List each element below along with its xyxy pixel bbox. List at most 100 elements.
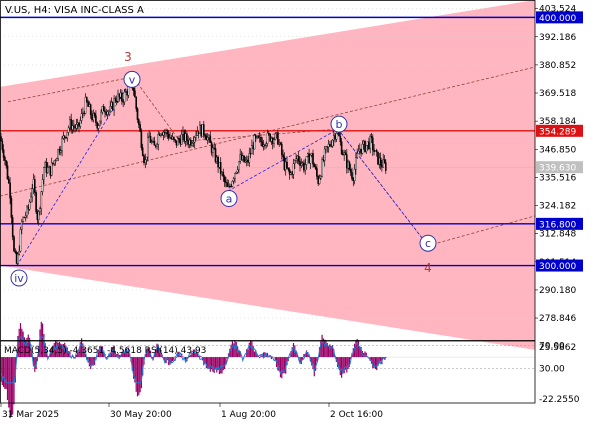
candle-body: [251, 145, 253, 154]
candle-body: [14, 250, 17, 253]
indicator-panel: [0, 321, 535, 419]
trend-line: [227, 128, 339, 192]
candle-body: [21, 221, 23, 230]
candle-body: [157, 134, 160, 145]
candle-body: [292, 163, 295, 175]
candle-body: [373, 149, 375, 152]
wave-circle: [123, 70, 141, 88]
trend-line: [427, 215, 536, 247]
candle-body: [201, 124, 204, 137]
candle-body: [325, 146, 327, 150]
candle-body: [275, 132, 278, 134]
candle-body: [253, 135, 256, 150]
time-axis: 31 Mar 2025 30 May 20:00 1 Aug 20:00 2 Oct …: [0, 403, 383, 420]
candle-body: [199, 124, 201, 135]
candle-body: [31, 188, 34, 198]
candle-body: [35, 192, 37, 212]
candle-body: [360, 148, 362, 154]
candle-body: [30, 196, 32, 203]
candle-body: [317, 176, 320, 184]
wave-label: b: [336, 118, 343, 131]
candle-body: [227, 185, 230, 188]
last-price-label: 339.630: [539, 164, 576, 174]
candle-body: [300, 163, 303, 166]
candle-body: [294, 160, 296, 164]
candle-body: [10, 198, 13, 218]
wave-circle: [330, 115, 348, 133]
level-tag-label: 400.000: [539, 14, 576, 24]
candle-body: [286, 161, 288, 169]
candle-body: [4, 157, 6, 161]
candle-body: [271, 137, 274, 144]
indicator-scale-top: 25.5862: [539, 343, 576, 353]
candle-body: [54, 160, 57, 162]
candle-body: [231, 180, 234, 187]
candle-body: [6, 165, 9, 180]
candle-body: [270, 137, 273, 142]
candle-body: [175, 140, 178, 146]
level-tag-label: 354.289: [539, 127, 576, 137]
candle-body: [66, 132, 69, 139]
candle-body: [132, 88, 135, 91]
candle-body: [222, 171, 225, 177]
candle-body: [167, 133, 170, 139]
candle-body: [357, 150, 360, 154]
candle-body: [381, 164, 383, 168]
candle-body: [262, 144, 265, 147]
wave-label: iv: [14, 272, 24, 285]
candle-body: [310, 153, 313, 156]
candle-body: [88, 104, 91, 107]
candle-body: [206, 137, 209, 141]
candle-body: [56, 158, 58, 161]
candle-body: [134, 90, 136, 98]
candle-body: [356, 153, 359, 158]
candle-body: [82, 112, 84, 115]
candle-body: [378, 157, 381, 165]
time-tick-label: 31 Mar 2025: [2, 410, 59, 420]
candle-body: [301, 162, 304, 164]
time-tick-label: 30 May 20:00: [110, 410, 172, 420]
candle-body: [75, 124, 78, 129]
candle-body: [76, 122, 79, 125]
candle-body: [28, 201, 31, 210]
candle-body: [225, 181, 227, 183]
candle-body: [109, 106, 111, 112]
candle-body: [282, 154, 284, 158]
candle-body: [365, 145, 368, 152]
candle-body: [83, 112, 85, 115]
candle-body: [266, 132, 269, 144]
price-tick-label: 346.850: [539, 145, 576, 155]
wave-label: c: [425, 237, 431, 250]
candle-body: [40, 191, 43, 209]
trend-line: [16, 76, 134, 266]
channel-band: [0, 0, 535, 350]
candle-body: [124, 91, 127, 93]
price-channel: [0, 0, 535, 350]
candle-body: [37, 211, 40, 220]
level-tag-label: 316.800: [539, 220, 576, 230]
candle-body: [257, 136, 260, 138]
candle-body: [171, 136, 174, 139]
candle-body: [335, 133, 338, 140]
candle-body: [247, 159, 249, 163]
candle-body: [145, 156, 148, 160]
candle-body: [50, 162, 53, 176]
candle-body: [45, 162, 48, 173]
indicator-tick-label: 70.00: [539, 342, 565, 352]
candle-body: [98, 120, 101, 126]
candle-body: [93, 112, 96, 116]
candle-body: [26, 206, 28, 217]
candle-body: [13, 236, 15, 252]
candle-body: [333, 135, 335, 141]
candle-body: [291, 172, 294, 175]
wave-circle: [220, 190, 238, 208]
candle-body: [1, 140, 4, 150]
candle-body: [53, 160, 56, 165]
candle-body: [290, 172, 292, 175]
candle-body: [265, 143, 268, 147]
candle-body: [176, 137, 179, 146]
candle-body: [235, 171, 238, 174]
wave-label: a: [226, 193, 233, 206]
candle-body: [11, 217, 14, 238]
candle-body: [61, 138, 63, 151]
